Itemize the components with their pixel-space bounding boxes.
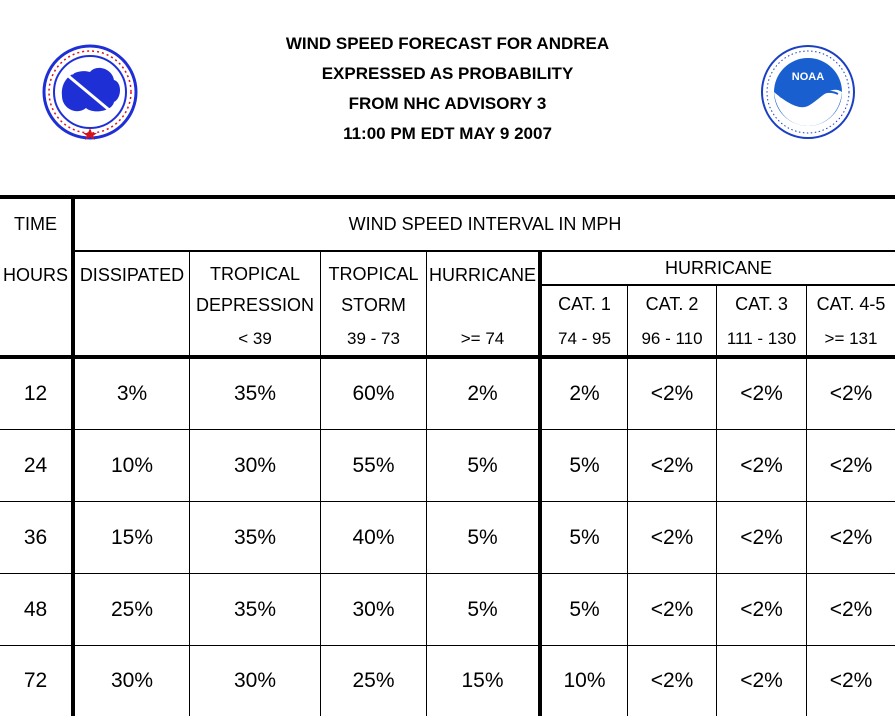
row-12-hurricane: 2% [467, 382, 498, 405]
rule-under-hurricane-group [540, 284, 895, 286]
ts-header-2: STORM [341, 294, 406, 315]
cat45-header: CAT. 4-5 [816, 293, 886, 314]
rule-row-4 [0, 645, 895, 646]
td-range: < 39 [238, 329, 272, 348]
rule-top [0, 195, 895, 199]
rule-col-7 [716, 284, 717, 716]
rule-hurricane-group [538, 252, 542, 716]
row-48-cat3: <2% [740, 597, 783, 621]
row-72-dissipated: 30% [110, 669, 154, 692]
rule-under-interval [72, 250, 895, 252]
hurricane-range: >= 74 [460, 329, 505, 348]
ts-range: 39 - 73 [347, 329, 400, 348]
row-48-cat1: 5% [569, 597, 600, 621]
row-36-cat3: <2% [740, 525, 783, 549]
noaa-logo-text: NOAA [792, 71, 824, 83]
cat3-header: CAT. 3 [735, 293, 788, 314]
row-36-ts: 40% [352, 525, 395, 549]
td-header-1: TROPICAL [209, 263, 301, 284]
row-72-cat45: <2% [829, 669, 873, 692]
cat45-range: >= 131 [824, 329, 878, 348]
hurricane-group-header: HURRICANE [664, 257, 772, 278]
time-header: TIME [14, 214, 57, 234]
row-24-hurricane: 5% [467, 453, 498, 477]
cat1-range: 74 - 95 [558, 329, 611, 348]
row-24-hours: 24 [23, 453, 48, 477]
row-24-cat1: 5% [569, 453, 600, 477]
row-12-cat45: <2% [829, 382, 873, 405]
cat1-header: CAT. 1 [558, 293, 611, 314]
rule-col-8 [806, 284, 807, 716]
row-36-cat1: 5% [569, 525, 600, 549]
row-48-td: 35% [233, 597, 277, 621]
rule-col-3 [320, 252, 321, 716]
row-24-dissipated: 10% [110, 453, 154, 477]
cat2-header: CAT. 2 [645, 293, 699, 314]
interval-header: WIND SPEED INTERVAL IN MPH [348, 214, 622, 234]
title-line-4: 11:00 PM EDT MAY 9 2007 [343, 124, 552, 143]
cat2-range: 96 - 110 [641, 329, 703, 348]
rule-col-2 [189, 252, 190, 716]
rule-row-2 [0, 501, 895, 502]
row-12-dissipated: 3% [116, 382, 148, 405]
rule-col-6 [627, 284, 628, 716]
row-12-ts: 60% [352, 382, 395, 405]
row-12-cat1: 2% [569, 382, 600, 405]
row-12-td: 35% [233, 382, 277, 405]
rule-col-4 [426, 252, 427, 716]
row-36-td: 35% [233, 525, 277, 549]
ts-header-1: TROPICAL [328, 263, 419, 284]
row-24-cat45: <2% [829, 453, 873, 477]
row-72-cat3: <2% [740, 669, 783, 692]
row-48-hours: 48 [23, 597, 48, 621]
rule-row-3 [0, 573, 895, 574]
rule-header-bottom [0, 355, 895, 359]
row-48-cat2: <2% [650, 597, 694, 621]
row-72-hours: 72 [23, 669, 48, 692]
title-block: WIND SPEED FORECAST FOR ANDREA EXPRESSED… [0, 34, 895, 154]
row-72-cat2: <2% [650, 669, 694, 692]
row-36-dissipated: 15% [110, 525, 154, 549]
dissipated-header: DISSIPATED [79, 264, 185, 285]
row-24-cat3: <2% [740, 453, 783, 477]
nws-logo [42, 44, 138, 140]
rule-row-1 [0, 429, 895, 430]
noaa-logo: NOAA [761, 45, 855, 139]
row-48-ts: 30% [352, 597, 395, 621]
row-48-hurricane: 5% [467, 597, 498, 621]
row-36-hours: 36 [23, 525, 48, 549]
row-36-cat45: <2% [829, 525, 873, 549]
row-12-cat2: <2% [650, 382, 694, 405]
row-72-td: 30% [233, 669, 277, 692]
row-72-cat1: 10% [563, 669, 606, 692]
row-24-ts: 55% [352, 453, 395, 477]
row-12-hours: 12 [23, 382, 48, 405]
hours-header: HOURS [2, 264, 68, 285]
row-48-dissipated: 25% [110, 597, 154, 621]
row-24-cat2: <2% [650, 453, 694, 477]
row-72-ts: 25% [352, 669, 395, 692]
row-72-hurricane: 15% [461, 669, 504, 692]
title-line-3: FROM NHC ADVISORY 3 [348, 94, 547, 113]
cat3-range: 111 - 130 [726, 329, 797, 348]
row-36-cat2: <2% [650, 525, 694, 549]
td-header-2: DEPRESSION [195, 294, 315, 315]
title-line-2: EXPRESSED AS PROBABILITY [321, 64, 574, 83]
row-48-cat45: <2% [829, 597, 873, 621]
probability-table: TIME WIND SPEED INTERVAL IN MPH HOURS DI… [0, 195, 895, 716]
row-36-hurricane: 5% [467, 525, 498, 549]
row-24-td: 30% [233, 453, 277, 477]
hurricane-header: HURRICANE [428, 264, 536, 285]
rule-time-column [71, 195, 75, 716]
row-12-cat3: <2% [740, 382, 783, 405]
title-line-1: WIND SPEED FORECAST FOR ANDREA [285, 34, 610, 53]
